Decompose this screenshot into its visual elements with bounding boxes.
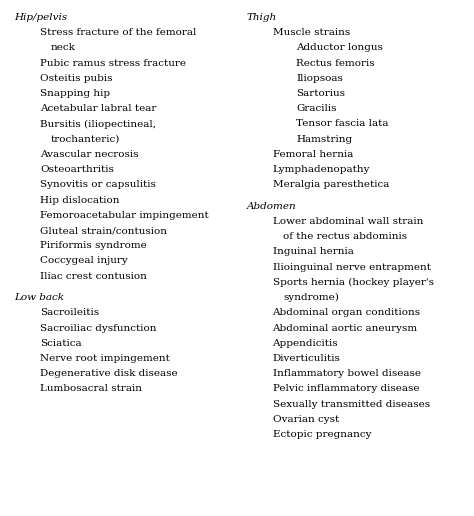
Text: Tensor fascia lata: Tensor fascia lata [296,119,389,128]
Text: of the rectus abdominis: of the rectus abdominis [283,232,407,241]
Text: Gracilis: Gracilis [296,104,337,113]
Text: Acetabular labral tear: Acetabular labral tear [40,104,157,113]
Text: Avascular necrosis: Avascular necrosis [40,150,139,159]
Text: Femoral hernia: Femoral hernia [273,150,353,159]
Text: Hip/pelvis: Hip/pelvis [14,13,67,22]
Text: Lower abdominal wall strain: Lower abdominal wall strain [273,217,423,226]
Text: Sports hernia (hockey player's: Sports hernia (hockey player's [273,278,434,287]
Text: Low back: Low back [14,293,64,302]
Text: Snapping hip: Snapping hip [40,89,110,98]
Text: Lumbosacral strain: Lumbosacral strain [40,384,142,393]
Text: Diverticulitis: Diverticulitis [273,354,340,363]
Text: Pubic ramus stress fracture: Pubic ramus stress fracture [40,58,186,68]
Text: Iliac crest contusion: Iliac crest contusion [40,271,147,281]
Text: Osteitis pubis: Osteitis pubis [40,74,113,83]
Text: Sacroiliac dysfunction: Sacroiliac dysfunction [40,324,157,332]
Text: Femoroacetabular impingement: Femoroacetabular impingement [40,211,209,220]
Text: Muscle strains: Muscle strains [273,28,350,37]
Text: Ovarian cyst: Ovarian cyst [273,415,339,424]
Text: Ectopic pregnancy: Ectopic pregnancy [273,430,371,439]
Text: Abdomen: Abdomen [246,202,296,211]
Text: Thigh: Thigh [246,13,277,22]
Text: Osteoarthritis: Osteoarthritis [40,165,114,174]
Text: Pelvic inflammatory disease: Pelvic inflammatory disease [273,384,419,393]
Text: Meralgia paresthetica: Meralgia paresthetica [273,180,389,189]
Text: Ilioinguinal nerve entrapment: Ilioinguinal nerve entrapment [273,263,430,271]
Text: Stress fracture of the femoral: Stress fracture of the femoral [40,28,197,37]
Text: trochanteric): trochanteric) [51,135,120,143]
Text: syndrome): syndrome) [283,293,339,302]
Text: Abdominal organ conditions: Abdominal organ conditions [273,308,421,317]
Text: Gluteal strain/contusion: Gluteal strain/contusion [40,226,167,235]
Text: Nerve root impingement: Nerve root impingement [40,354,170,363]
Text: Lymphadenopathy: Lymphadenopathy [273,165,370,174]
Text: Inflammatory bowel disease: Inflammatory bowel disease [273,369,420,378]
Text: Appendicitis: Appendicitis [273,338,338,348]
Text: Abdominal aortic aneurysm: Abdominal aortic aneurysm [273,324,418,332]
Text: Rectus femoris: Rectus femoris [296,58,375,68]
Text: neck: neck [51,43,75,52]
Text: Sciatica: Sciatica [40,338,82,348]
Text: Coccygeal injury: Coccygeal injury [40,256,128,265]
Text: Hamstring: Hamstring [296,135,352,143]
Text: Sexually transmitted diseases: Sexually transmitted diseases [273,399,429,409]
Text: Hip dislocation: Hip dislocation [40,196,120,204]
Text: Synovitis or capsulitis: Synovitis or capsulitis [40,180,156,189]
Text: Piriformis syndrome: Piriformis syndrome [40,241,147,250]
Text: Inguinal hernia: Inguinal hernia [273,247,354,256]
Text: Sacroileitis: Sacroileitis [40,308,100,317]
Text: Iliopsoas: Iliopsoas [296,74,343,83]
Text: Bursitis (iliopectineal,: Bursitis (iliopectineal, [40,119,156,128]
Text: Sartorius: Sartorius [296,89,345,98]
Text: Degenerative disk disease: Degenerative disk disease [40,369,178,378]
Text: Adductor longus: Adductor longus [296,43,383,52]
